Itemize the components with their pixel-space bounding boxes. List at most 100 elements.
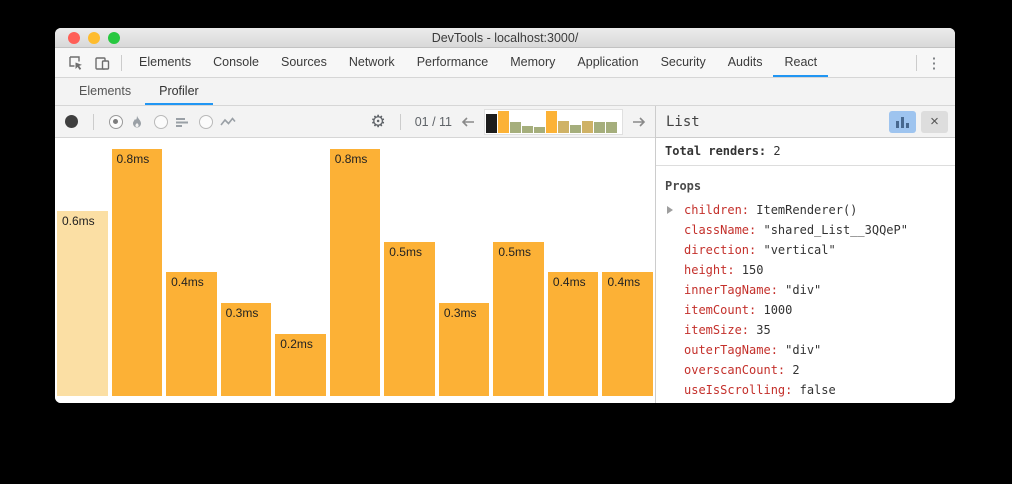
panel-buttons: × [889, 110, 948, 133]
subtab-elements[interactable]: Elements [79, 84, 132, 98]
prop-value: 2 [785, 363, 800, 377]
commit-bar[interactable]: 0.5ms [384, 242, 435, 396]
prop-value: 1000 [756, 303, 793, 317]
main-tabs: Elements Console Sources Network Performance… [128, 48, 828, 77]
minimap-bar[interactable] [570, 124, 581, 133]
settings-gear-icon[interactable]: ⚙ [370, 112, 386, 131]
next-commit-arrow-icon[interactable] [631, 115, 647, 129]
previous-commit-arrow-icon[interactable] [460, 115, 476, 129]
prop-row: height: 150 [656, 260, 955, 280]
expand-triangle-icon[interactable] [667, 206, 673, 214]
prop-row: useIsScrolling: false [656, 380, 955, 400]
tab-security[interactable]: Security [660, 55, 706, 69]
prop-key: overscanCount: [684, 363, 786, 377]
commit-navigator: ⚙ 01 / 11 [370, 108, 647, 135]
minimap-bar[interactable] [558, 120, 569, 133]
commit-bar[interactable]: 0.6ms [57, 211, 108, 396]
interactions-mode-group [199, 114, 237, 130]
prop-value: "div" [777, 343, 822, 357]
fullscreen-window-icon[interactable] [108, 32, 120, 44]
commit-minimap[interactable] [484, 108, 623, 135]
minimap-bar[interactable] [486, 113, 497, 133]
minimize-window-icon[interactable] [88, 32, 100, 44]
prop-value: 35 [749, 323, 771, 337]
commit-bar-label: 0.8ms [116, 152, 150, 166]
props-list: children: ItemRenderer() className: "shar… [656, 200, 955, 403]
minimap-bar[interactable] [522, 125, 533, 133]
commit-bar[interactable]: 0.3ms [220, 303, 272, 396]
commit-bar-label: 0.4ms [607, 275, 641, 289]
commit-bar[interactable]: 0.4ms [602, 272, 654, 396]
close-panel-button[interactable]: × [921, 110, 948, 133]
prop-key: outerTagName: [684, 343, 778, 357]
window-titlebar[interactable]: DevTools - localhost:3000/ [55, 28, 955, 48]
tab-elements[interactable]: Elements [139, 55, 192, 69]
react-subtabbar: Elements Profiler [55, 78, 955, 106]
minimap-bar[interactable] [510, 121, 521, 133]
record-button[interactable] [65, 115, 78, 128]
prop-value: 150 [734, 263, 764, 277]
tab-performance[interactable]: Performance [416, 55, 489, 69]
toolbar-separator [399, 113, 401, 130]
minimap-bar[interactable] [546, 110, 557, 133]
minimap-bar[interactable] [606, 121, 617, 133]
bar-chart-icon [906, 122, 909, 128]
tab-console[interactable]: Console [213, 55, 259, 69]
ranked-chart-icon[interactable] [174, 114, 190, 130]
prop-key: children: [684, 203, 750, 217]
prop-row: width: 300 [656, 400, 955, 403]
tab-network[interactable]: Network [348, 55, 395, 69]
commit-bar[interactable]: 0.3ms [438, 303, 490, 396]
interactions-chart-icon[interactable] [219, 114, 237, 130]
flame-icon[interactable] [129, 114, 145, 130]
device-toolbar-icon[interactable] [89, 50, 115, 76]
commit-bar-label: 0.5ms [498, 245, 532, 259]
prop-value: "vertical" [756, 243, 836, 257]
minimap-bar[interactable] [582, 120, 593, 133]
commit-bar-label: 0.8ms [334, 152, 368, 166]
ranked-mode-group [154, 114, 190, 130]
devtools-tabbar: Elements Console Sources Network Performance… [55, 48, 955, 78]
view-renders-chart-button[interactable] [889, 110, 916, 133]
minimap-bar[interactable] [594, 121, 605, 133]
toolbar-separator [121, 54, 122, 71]
commit-bar[interactable]: 0.8ms [329, 149, 381, 396]
component-name: List [666, 113, 700, 130]
commit-bar[interactable]: 0.2ms [275, 334, 326, 396]
commit-bar[interactable]: 0.5ms [493, 242, 544, 396]
prop-key: direction: [684, 243, 757, 257]
profiler-pane: ⚙ 01 / 11 0.6ms 0.8ms 0.4ms 0.3ms 0.2ms 0.8ms… [55, 106, 655, 403]
prop-row: overscanCount: 2 [656, 360, 955, 380]
minimap-bar[interactable] [498, 110, 509, 133]
flamegraph-radio[interactable] [109, 114, 123, 129]
ranked-radio[interactable] [154, 114, 168, 129]
component-panel-body: Total renders: 2 Props children: ItemRen… [656, 138, 955, 403]
flamegraph-mode-group [109, 114, 145, 130]
commit-bar[interactable]: 0.4ms [166, 272, 217, 396]
prop-value: "div" [777, 283, 822, 297]
inspect-element-icon[interactable] [63, 50, 89, 76]
toolbar-separator [93, 113, 94, 130]
prop-key: itemSize: [684, 323, 750, 337]
tab-application[interactable]: Application [577, 55, 639, 69]
commit-bar-label: 0.4ms [552, 275, 586, 289]
subtab-profiler[interactable]: Profiler [145, 78, 213, 105]
tab-react[interactable]: React [773, 48, 828, 77]
prop-value: "shared_List__3QQeP" [756, 223, 908, 237]
profiler-content: ⚙ 01 / 11 0.6ms 0.8ms 0.4ms 0.3ms 0.2ms 0.8ms… [55, 106, 955, 403]
minimap-bar[interactable] [534, 126, 545, 133]
props-section-title: Props [665, 179, 702, 193]
commit-bar[interactable]: 0.8ms [111, 149, 163, 396]
bar-chart-icon [896, 120, 899, 128]
prop-value: false [792, 383, 836, 397]
prop-key: itemCount: [684, 303, 757, 317]
tab-audits[interactable]: Audits [727, 55, 763, 69]
close-window-icon[interactable] [68, 32, 80, 44]
interactions-radio[interactable] [199, 114, 213, 129]
prop-row: innerTagName: "div" [656, 280, 955, 300]
prop-row: itemSize: 35 [656, 320, 955, 340]
tab-memory[interactable]: Memory [510, 55, 556, 69]
more-options-icon[interactable]: ⋮ [926, 54, 942, 72]
commit-bar[interactable]: 0.4ms [547, 272, 599, 396]
tab-sources[interactable]: Sources [280, 55, 327, 69]
